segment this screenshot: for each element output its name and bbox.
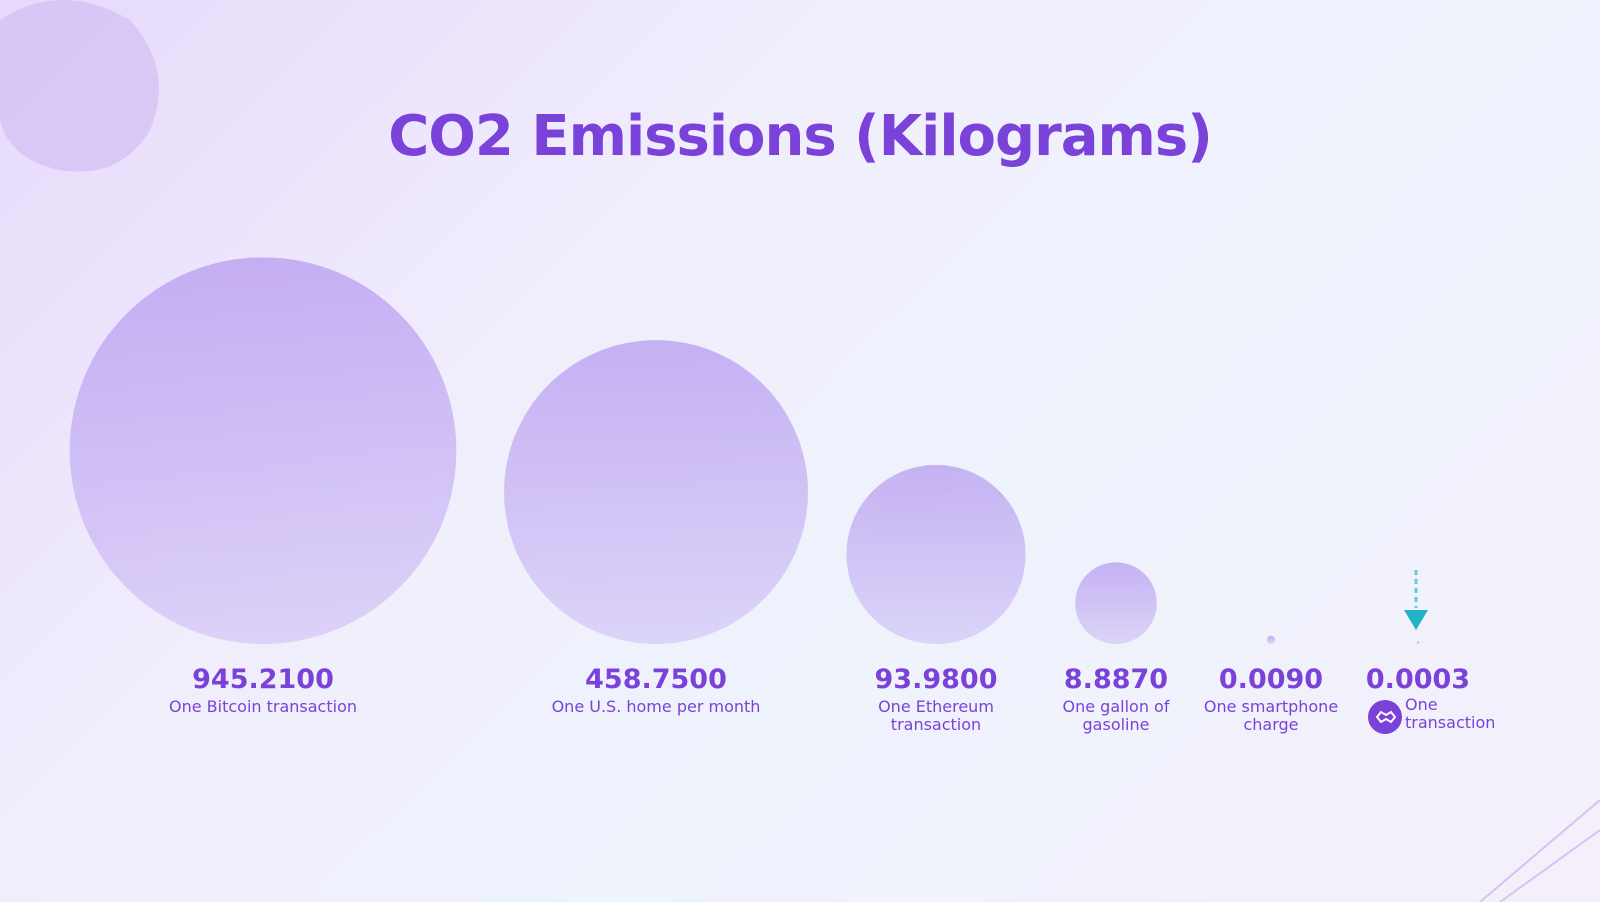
value-label: 0.0003 (1365, 664, 1471, 695)
category-label: One smartphone charge (1203, 697, 1339, 734)
category-label: One gallon of gasoline (1062, 697, 1170, 734)
bubble (1266, 635, 1276, 644)
value-label: 8.8870 (1063, 664, 1169, 695)
arrow-icon (1404, 570, 1428, 630)
value-label: 0.0090 (1218, 664, 1324, 695)
category-label: One Bitcoin transaction (169, 697, 357, 716)
category-label: One U.S. home per month (551, 697, 761, 716)
lines-decoration (1479, 799, 1600, 902)
polygon-logo (1368, 700, 1402, 734)
value-label: 458.7500 (585, 664, 727, 695)
category-label: One Ethereum transaction (878, 697, 994, 734)
value-label: 945.2100 (192, 664, 334, 695)
bubble (846, 464, 1026, 644)
bubble (504, 340, 808, 644)
leaf-decoration (0, 0, 159, 172)
category-label: One transaction (1405, 695, 1496, 732)
value-label: 93.9800 (874, 664, 998, 695)
bubble (1075, 562, 1157, 644)
bubble (69, 257, 457, 644)
chart-title: CO2 Emissions (Kilograms) (388, 104, 1213, 169)
bubble (1416, 641, 1420, 644)
